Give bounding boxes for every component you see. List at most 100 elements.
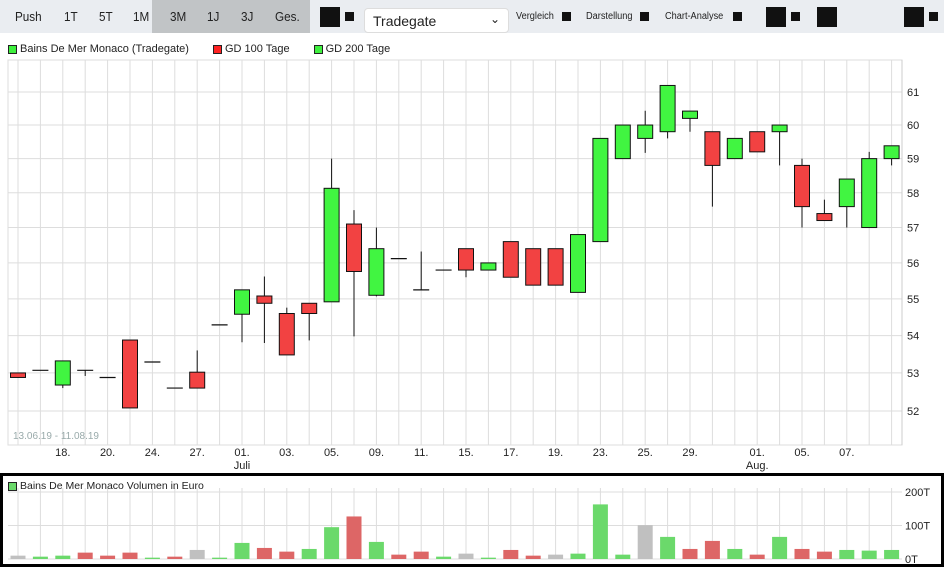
plot-area — [7, 59, 903, 446]
candle-body — [861, 158, 878, 229]
volume-bar — [301, 548, 317, 559]
exchange-value: Tradegate — [373, 13, 437, 29]
candle-body — [637, 124, 654, 139]
range-3m[interactable]: 3M — [170, 9, 187, 24]
legend-label: GD 200 Tage — [325, 43, 391, 55]
range-selection-highlight — [152, 0, 310, 33]
chart-analyse-icon[interactable] — [733, 12, 742, 21]
x-tick-label: 27. — [190, 447, 205, 459]
x-tick-label: 17. — [503, 447, 518, 459]
volume-bar — [436, 556, 452, 559]
volume-bar — [144, 557, 160, 559]
candle-body — [54, 360, 71, 386]
candle-body — [122, 339, 138, 409]
volume-bar — [256, 547, 272, 559]
range-push[interactable]: Push — [15, 9, 42, 24]
x-tick-label: 07. — [839, 447, 854, 459]
range-1j[interactable]: 1J — [207, 9, 220, 24]
x-tick-label: 11. — [414, 447, 428, 459]
y-tick-label: 52 — [907, 406, 919, 418]
candle-body — [659, 84, 676, 133]
candle — [771, 124, 788, 166]
volume-bar — [816, 551, 832, 559]
candle-body — [592, 137, 609, 243]
candle — [480, 262, 497, 271]
candle — [256, 276, 273, 343]
candle — [301, 302, 318, 341]
candle — [77, 369, 94, 376]
volume-bar — [548, 554, 564, 559]
darstellung-icon[interactable] — [640, 12, 649, 21]
candle-body — [547, 248, 564, 286]
vol-tick-label: 0T — [905, 554, 918, 564]
range-1m[interactable]: 1M — [133, 9, 150, 24]
y-tick-label: 60 — [907, 120, 919, 132]
candle-body — [234, 289, 250, 315]
volume-bar — [861, 550, 877, 559]
candle — [10, 372, 26, 378]
vergleich-icon[interactable] — [562, 12, 571, 21]
volume-bar — [794, 548, 810, 559]
volume-bar — [525, 555, 541, 559]
candle — [883, 145, 900, 166]
y-tick-label: 58 — [907, 188, 919, 200]
range-3j[interactable]: 3J — [241, 9, 254, 24]
legend-label: Bains De Mer Monaco (Tradegate) — [20, 43, 189, 55]
volume-bar — [772, 536, 788, 559]
volume-bar — [570, 553, 586, 559]
y-tick-label: 54 — [907, 331, 919, 343]
chart-analyse-button[interactable]: Chart-Analyse — [665, 11, 724, 22]
candle-body — [614, 124, 631, 160]
range-ges[interactable]: Ges. — [275, 9, 300, 24]
vergleich-button[interactable]: Vergleich — [516, 11, 554, 22]
candle — [816, 199, 833, 222]
legend-item-gd200[interactable]: GD 200 Tage — [313, 43, 391, 55]
darstellung-button[interactable]: Darstellung — [586, 11, 633, 22]
vol-tick-label: 200T — [905, 487, 930, 499]
candle — [592, 137, 609, 243]
legend-swatch — [8, 481, 17, 491]
candle-body — [278, 312, 295, 356]
volume-bar — [615, 554, 631, 559]
candle-body — [301, 302, 318, 314]
candle-body — [458, 248, 474, 271]
tool-icon-4[interactable] — [904, 7, 924, 27]
legend-item-gd100[interactable]: GD 100 Tage — [212, 43, 290, 55]
legend-swatch — [212, 44, 222, 54]
chart-type-icon[interactable] — [320, 7, 340, 27]
volume-bar — [234, 542, 250, 559]
volume-bar — [637, 525, 653, 559]
chart-type-small-icon[interactable] — [345, 12, 354, 21]
range-5t[interactable]: 5T — [99, 9, 113, 24]
volume-bar — [749, 554, 765, 559]
volume-chart[interactable]: 0T 100T 200T — [3, 476, 941, 564]
candle-body — [525, 248, 542, 286]
candle-body — [794, 164, 810, 208]
volume-bar — [413, 551, 429, 559]
legend-item-price[interactable]: Bains De Mer Monaco (Tradegate) — [8, 43, 189, 55]
candle — [704, 131, 721, 207]
exchange-select[interactable]: Tradegate ⌄ — [364, 8, 509, 33]
candle — [794, 158, 810, 228]
volume-bar — [503, 549, 519, 559]
volume-bar — [122, 552, 138, 559]
candle-body — [346, 223, 362, 272]
tool-icon-1[interactable] — [766, 7, 786, 27]
volume-bar — [32, 556, 48, 559]
range-1t[interactable]: 1T — [64, 9, 78, 24]
x-tick-label: 20. — [100, 447, 115, 459]
candle — [861, 151, 878, 229]
chevron-down-icon: ⌄ — [489, 12, 500, 26]
volume-title: Bains De Mer Monaco Volumen in Euro — [20, 480, 204, 492]
candle-body — [10, 372, 26, 378]
volume-bar — [839, 549, 855, 559]
date-range-label: 13.06.19 - 11.08.19 — [13, 431, 99, 442]
volume-bar — [100, 555, 116, 559]
tool-icon-3[interactable] — [817, 7, 837, 27]
volume-bar — [592, 504, 608, 559]
volume-bar — [704, 540, 720, 559]
candle — [54, 360, 71, 389]
tool-icon-2[interactable] — [791, 12, 800, 21]
tool-icon-5[interactable] — [929, 12, 938, 21]
